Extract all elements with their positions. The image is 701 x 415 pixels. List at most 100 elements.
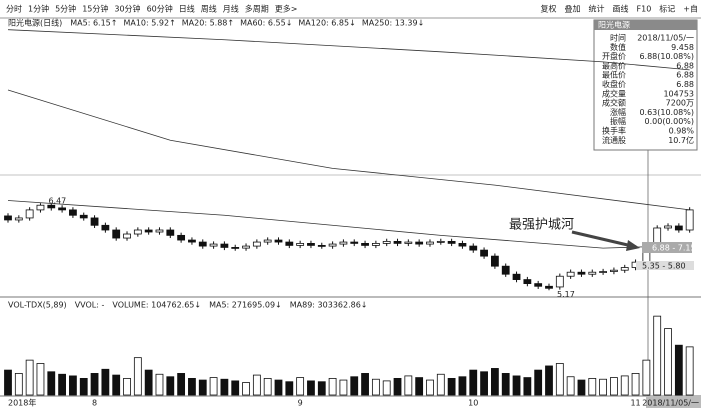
info-label: 涨幅 xyxy=(610,107,626,117)
candle-body xyxy=(220,243,229,248)
candle-body xyxy=(47,204,56,209)
candle-body xyxy=(555,275,564,288)
toolbar-button[interactable]: 分时 xyxy=(6,4,22,14)
volume-bar xyxy=(252,374,261,396)
legend-entry: MA250: 13.39↓ xyxy=(362,19,425,28)
candle-body xyxy=(371,243,380,246)
x-tick-label: 2018/11/05/一 xyxy=(642,399,699,408)
toolbar-button[interactable]: 日线 xyxy=(179,4,195,14)
candle-body xyxy=(231,247,240,249)
volume-bar xyxy=(307,380,315,396)
candle-body xyxy=(166,229,175,236)
volume-bar xyxy=(426,379,434,396)
toolbar-button[interactable]: 60分钟 xyxy=(147,4,173,14)
info-value: 6.88 xyxy=(676,71,694,80)
volume-bar xyxy=(188,377,196,396)
legend-entry: MA20: 5.88↑ xyxy=(182,19,234,28)
candle-body xyxy=(101,224,110,231)
annotation: 6.88 - 7.15 xyxy=(652,244,696,253)
volume-bar xyxy=(490,368,499,396)
candle-body xyxy=(610,269,618,272)
toolbar-button[interactable]: 多周期 xyxy=(245,4,269,14)
toolbar-button[interactable]: 1分钟 xyxy=(28,4,49,14)
candle-body xyxy=(4,215,12,221)
candle-body xyxy=(339,241,348,245)
candle-body xyxy=(307,243,315,246)
volume-legend: VOLUME: 104762.65↓ xyxy=(112,301,201,310)
candle-body xyxy=(144,229,153,233)
toolbar-button[interactable]: 周线 xyxy=(201,4,217,14)
volume-bar xyxy=(231,380,240,396)
toolbar-button[interactable]: 统计 xyxy=(589,4,605,14)
toolbar-button[interactable]: 叠加 xyxy=(565,4,581,14)
volume-bar xyxy=(14,373,23,396)
candle-body xyxy=(577,271,586,275)
candle-body xyxy=(501,265,510,275)
date-box xyxy=(646,397,701,408)
candle-body xyxy=(588,271,597,275)
candle-body xyxy=(90,217,99,226)
candle-body xyxy=(274,239,283,243)
volume-bar xyxy=(523,377,532,396)
candle-body xyxy=(436,240,445,243)
candle-body xyxy=(285,241,294,246)
volume-bar xyxy=(58,373,66,396)
info-label: 换手率 xyxy=(602,126,626,136)
candle-body xyxy=(177,234,186,241)
x-tick-label: 10 xyxy=(468,399,478,408)
candle-body xyxy=(198,241,207,247)
candle-body xyxy=(112,229,121,239)
info-panel xyxy=(593,19,698,151)
volume-bar xyxy=(177,373,186,396)
toolbar-button[interactable]: +自 xyxy=(683,4,698,14)
volume-bar xyxy=(361,373,369,396)
x-tick-label: 2018年 xyxy=(8,398,36,408)
volume-bar xyxy=(123,377,131,396)
candle-body xyxy=(36,204,45,211)
toolbar-button[interactable]: 30分钟 xyxy=(114,4,140,14)
info-label: 开盘价 xyxy=(602,51,626,61)
candle-body xyxy=(458,243,467,247)
volume-bar xyxy=(631,373,640,396)
candle-body xyxy=(426,241,434,245)
toolbar-button[interactable]: 15分钟 xyxy=(82,4,108,14)
volume-bar xyxy=(317,381,326,396)
candle-body xyxy=(14,217,23,221)
volume-bar xyxy=(112,374,121,396)
candle-body xyxy=(480,249,488,257)
volume-bar xyxy=(469,369,478,396)
toolbar-button[interactable]: F10 xyxy=(637,5,652,14)
volume-bar xyxy=(79,377,88,396)
candle-body xyxy=(620,267,629,271)
toolbar-button[interactable]: 复权 xyxy=(541,4,557,14)
volume-bar xyxy=(534,369,543,396)
candle-body xyxy=(123,233,131,239)
candle-body xyxy=(393,240,402,244)
candle-body xyxy=(188,239,196,243)
toolbar-button[interactable]: 画线 xyxy=(613,4,629,14)
candle-body xyxy=(490,255,499,267)
toolbar-button[interactable]: 更多> xyxy=(275,4,298,14)
volume-bar xyxy=(296,377,305,396)
volume-bar xyxy=(382,380,391,396)
info-value: 2018/11/05/一 xyxy=(637,34,694,43)
chart-title: 阳光电源(日线) xyxy=(8,18,62,28)
info-label: 数值 xyxy=(610,42,626,52)
info-label: 收盘价 xyxy=(602,79,626,89)
volume-bar xyxy=(198,379,207,396)
toolbar-button[interactable]: 5分钟 xyxy=(55,4,76,14)
volume-bar xyxy=(242,382,250,396)
volume-bar xyxy=(155,373,164,396)
info-value: 6.88 xyxy=(676,61,694,70)
volume-bar xyxy=(610,377,618,396)
info-value: 9.458 xyxy=(671,43,694,52)
candle-body xyxy=(133,229,142,235)
toolbar-button[interactable]: 月线 xyxy=(223,4,239,14)
volume-bar xyxy=(620,375,629,396)
toolbar-button[interactable]: 标记 xyxy=(659,4,675,14)
volume-bar xyxy=(480,371,488,396)
info-value: 0.63(10.08%) xyxy=(639,108,694,117)
volume-bar xyxy=(25,359,34,396)
volume-bar xyxy=(674,344,683,396)
